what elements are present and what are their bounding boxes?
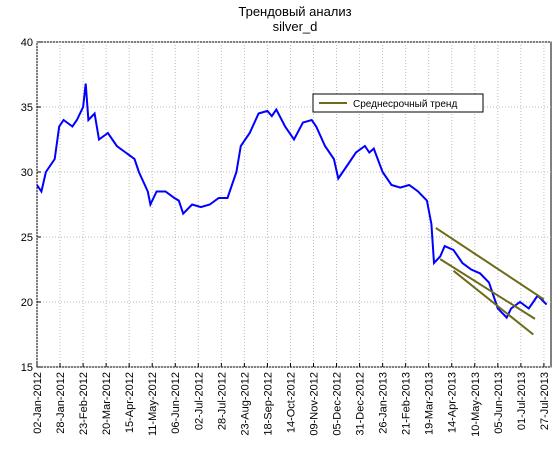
x-tick-label: 19-Mar-2013 <box>424 372 436 435</box>
y-tick-label: 30 <box>21 167 33 179</box>
chart-title: Трендовый анализ <box>238 4 351 19</box>
data-line <box>36 83 548 320</box>
x-tick-label: 18-Sep-2012 <box>262 372 274 436</box>
y-tick-label: 20 <box>21 297 33 309</box>
y-tick-label: 40 <box>21 37 33 49</box>
x-tick-label: 10-May-2013 <box>470 372 482 437</box>
x-tick-label: 14-Oct-2012 <box>285 372 297 433</box>
x-tick-label: 26-Jan-2013 <box>378 372 390 434</box>
chart-subtitle: silver_d <box>273 19 318 34</box>
x-tick-label: 23-Feb-2012 <box>78 372 90 435</box>
data-line <box>435 227 545 301</box>
x-tick-label: 09-Nov-2012 <box>308 372 320 436</box>
x-tick-label: 05-Jun-2013 <box>493 372 505 434</box>
x-tick-label: 27-Jul-2013 <box>539 372 551 430</box>
x-tick-label: 14-Apr-2013 <box>447 372 459 433</box>
x-tick-label: 31-Dec-2012 <box>355 372 367 436</box>
x-tick-label: 28-Jul-2012 <box>216 372 228 430</box>
x-tick-label: 02-Jul-2012 <box>193 372 205 430</box>
x-tick-label: 06-Jun-2012 <box>170 372 182 434</box>
x-tick-label: 28-Jan-2012 <box>55 372 67 434</box>
x-tick-label: 15-Apr-2012 <box>124 372 136 433</box>
x-tick-label: 01-Jul-2013 <box>516 372 528 430</box>
x-tick-label: 05-Dec-2012 <box>332 372 344 436</box>
y-tick-label: 15 <box>21 362 33 374</box>
x-tick-label: 20-Mar-2012 <box>101 372 113 435</box>
x-tick-label: 21-Feb-2013 <box>401 372 413 435</box>
legend-label: Среднесрочный тренд <box>353 99 457 110</box>
x-tick-label: 11-May-2012 <box>147 372 159 436</box>
data-line <box>439 258 536 320</box>
x-tick-label: 02-Jan-2012 <box>32 372 44 434</box>
y-tick-label: 25 <box>21 232 33 244</box>
y-tick-label: 35 <box>21 102 33 114</box>
legend-box <box>312 93 484 113</box>
plot-area <box>36 41 552 368</box>
x-tick-label: 23-Aug-2012 <box>239 372 251 436</box>
data-line <box>452 270 534 336</box>
